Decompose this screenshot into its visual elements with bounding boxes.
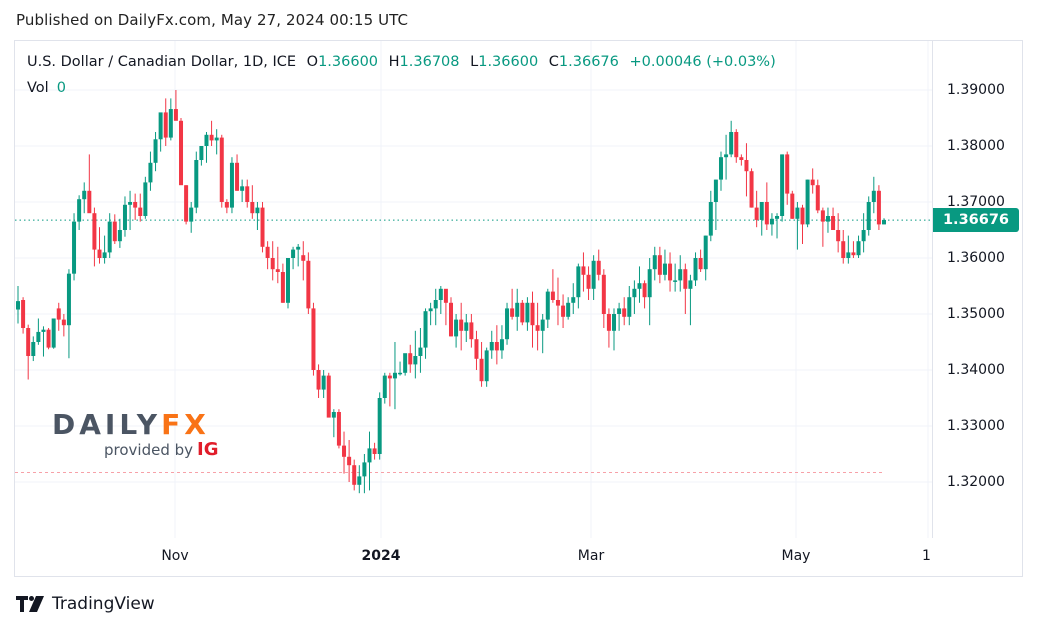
dailyfx-logo: DAILYFX	[52, 408, 210, 441]
high-label: H	[388, 54, 400, 70]
price-tick-label: 1.33000	[947, 418, 1005, 434]
price-tick-label: 1.32000	[947, 474, 1005, 490]
close-label: C	[548, 54, 559, 70]
time-tick-label: 2024	[361, 548, 401, 564]
low-label: L	[470, 54, 479, 70]
time-tick-label: 1(	[922, 548, 930, 564]
candlestick-chart	[15, 41, 932, 538]
ig-logo: IG	[197, 439, 219, 460]
open-label: O	[306, 54, 319, 70]
chart-legend: U.S. Dollar / Canadian Dollar, 1D, ICE O…	[27, 54, 776, 70]
tradingview-icon	[16, 596, 44, 612]
price-tick-label: 1.37000	[947, 194, 1005, 210]
volume-legend: Vol 0	[27, 80, 66, 96]
price-tick-label: 1.35000	[947, 306, 1005, 322]
provided-by-ig: provided by IG	[104, 439, 219, 460]
time-tick-label: Nov	[161, 548, 189, 564]
price-tick-label: 1.34000	[947, 362, 1005, 378]
price-tick-label: 1.39000	[947, 82, 1005, 98]
dailyfx-watermark: DAILYFX provided by IG	[52, 408, 219, 460]
tradingview-wordmark: TradingView	[52, 594, 155, 614]
symbol-title[interactable]: U.S. Dollar / Canadian Dollar, 1D, ICE	[27, 54, 297, 70]
change-value: +0.00046 (+0.03%)	[629, 54, 776, 70]
volume-label[interactable]: Vol	[27, 80, 49, 96]
price-axis[interactable]: 1.32000 1.33000 1.34000 1.35000 1.36000 1.370…	[932, 41, 1023, 538]
volume-value: 0	[56, 80, 66, 96]
tradingview-logo[interactable]: TradingView	[16, 594, 155, 614]
time-axis[interactable]: Nov 2024 Mar May 1(	[15, 538, 932, 576]
price-tick-label: 1.36000	[947, 250, 1005, 266]
last-price-badge: 1.36676	[933, 208, 1019, 233]
price-tick-label: 1.38000	[947, 138, 1005, 154]
open-value: 1.36600	[318, 54, 379, 70]
time-tick-label: Mar	[577, 548, 605, 564]
time-tick-label: May	[781, 548, 811, 564]
published-timestamp: Published on DailyFx.com, May 27, 2024 0…	[16, 11, 409, 29]
close-value: 1.36676	[558, 54, 619, 70]
high-value: 1.36708	[399, 54, 460, 70]
low-value: 1.36600	[478, 54, 539, 70]
chart-plot-area[interactable]	[15, 41, 932, 538]
